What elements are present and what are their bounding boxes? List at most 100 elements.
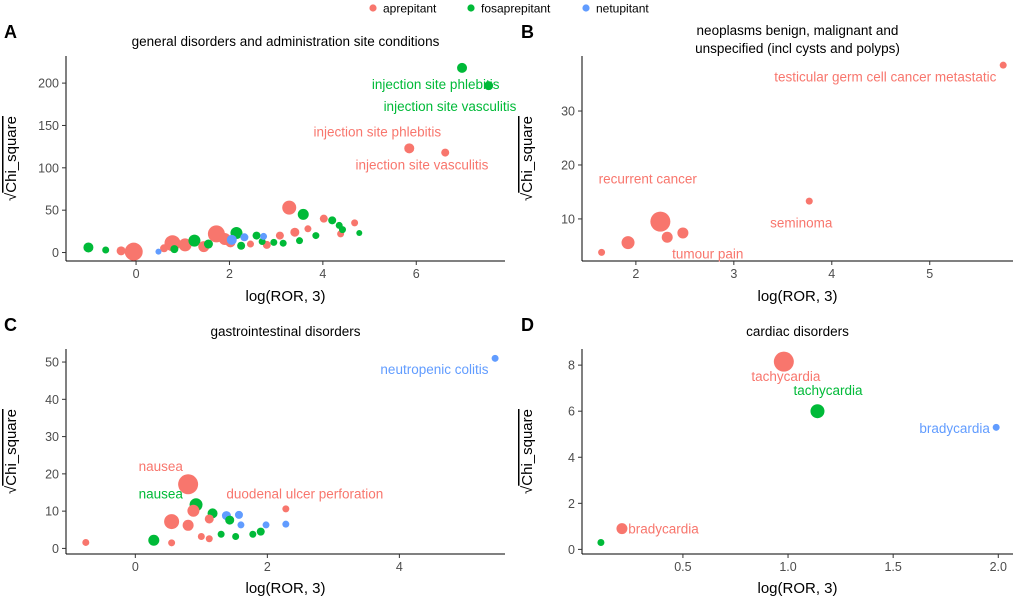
x-axis-label: log(ROR, 3) (245, 288, 325, 305)
point-label: neutropenic colitis (380, 362, 488, 377)
x-axis-label: log(ROR, 3) (757, 288, 837, 305)
data-point-fosaprepitant (249, 530, 257, 538)
point-label: duodenal ulcer perforation (226, 486, 383, 501)
data-point-fosaprepitant (237, 241, 246, 250)
data-point-fosaprepitant (252, 231, 261, 240)
y-tick-label: 200 (38, 77, 59, 91)
point-label: injection site vasculitis (356, 158, 489, 173)
data-point-aprepitant (204, 514, 214, 524)
data-point-fosaprepitant (256, 527, 265, 536)
data-point-aprepitant (621, 236, 635, 250)
point-label: testicular germ cell cancer metastatic (774, 69, 996, 84)
data-point-fosaprepitant (457, 62, 468, 73)
data-point-aprepitant (124, 242, 143, 261)
y-axis-label-text: Chi_square (3, 409, 20, 486)
y-axis-label-sqrt: √ (519, 485, 536, 494)
legend-label-fosaprepitant: fosaprepitant (481, 2, 551, 16)
data-point-aprepitant (616, 523, 628, 535)
y-tick-label: 20 (45, 467, 59, 481)
data-point-netupitant (234, 510, 243, 519)
x-tick-label: 2.0 (990, 560, 1007, 574)
data-point-netupitant (240, 233, 249, 242)
x-axis-label: log(ROR, 3) (757, 580, 837, 597)
data-point-fosaprepitant (279, 239, 287, 247)
point-label: nausea (139, 459, 184, 474)
y-tick-label: 0 (52, 246, 59, 260)
y-tick-label: 8 (568, 359, 575, 373)
panel-d: D cardiac disorders 0.5 1.0 1.5 2.0 0 2 4 6 8 log(… (519, 315, 1013, 597)
data-point-aprepitant (805, 197, 813, 205)
legend-swatch-fosaprepitant (467, 4, 475, 12)
data-point-netupitant (282, 520, 290, 528)
data-point-aprepitant (205, 535, 213, 543)
chart-title: cardiac disorders (746, 324, 849, 339)
y-axis-label: √Chi_square (3, 116, 20, 201)
data-point-fosaprepitant (83, 242, 94, 253)
data-point-aprepitant (197, 532, 205, 540)
data-point-fosaprepitant (148, 534, 160, 546)
point-label: bradycardia (919, 421, 990, 436)
point-label: recurrent cancer (599, 171, 698, 186)
x-tick-label: 2 (226, 267, 233, 281)
data-point-aprepitant (178, 474, 199, 495)
point-label: injection site vasculitis (384, 99, 517, 114)
y-tick-label: 30 (561, 105, 575, 119)
chart-title: neoplasms benign, malignant and (697, 23, 899, 38)
data-point-fosaprepitant (356, 230, 363, 237)
legend-label-netupitant: netupitant (596, 2, 649, 16)
data-point-aprepitant (999, 61, 1007, 69)
legend-swatch-aprepitant (369, 4, 377, 12)
data-point-aprepitant (319, 214, 328, 223)
x-tick-label: 6 (413, 267, 420, 281)
y-tick-label: 150 (38, 119, 59, 133)
data-point-fosaprepitant (217, 530, 225, 538)
x-tick-label: 2 (264, 560, 271, 574)
data-point-aprepitant (187, 504, 200, 517)
y-axis-label-sqrt: √ (3, 485, 20, 494)
chart-title: general disorders and administration sit… (132, 34, 440, 49)
x-tick-label: 4 (396, 560, 403, 574)
data-point-fosaprepitant (810, 404, 825, 419)
y-axis-label: √Chi_square (519, 409, 536, 494)
data-point-aprepitant (304, 225, 312, 233)
panel-letter: C (4, 315, 17, 335)
y-axis-label-text: Chi_square (519, 116, 536, 193)
y-tick-label: 2 (568, 497, 575, 511)
data-point-fosaprepitant (203, 239, 213, 249)
data-point-aprepitant (160, 244, 169, 253)
x-tick-label: 3 (730, 267, 737, 281)
data-point-fosaprepitant (232, 532, 240, 540)
y-axis-label-sqrt: √ (3, 192, 20, 201)
data-point-aprepitant (116, 246, 126, 256)
data-point-fosaprepitant (484, 81, 494, 91)
data-point-fosaprepitant (312, 232, 320, 240)
x-axis-label: log(ROR, 3) (245, 580, 325, 597)
x-tick-label: 0.5 (674, 560, 691, 574)
data-point-aprepitant (598, 248, 606, 256)
data-point-aprepitant (182, 519, 194, 531)
data-point-fosaprepitant (188, 234, 201, 247)
data-point-fosaprepitant (102, 246, 110, 254)
legend-swatch-netupitant (582, 4, 590, 12)
data-point-aprepitant (441, 148, 450, 157)
data-point-netupitant (491, 354, 499, 362)
y-tick-label: 6 (568, 405, 575, 419)
x-tick-label: 1.5 (884, 560, 901, 574)
panel-letter: B (521, 22, 534, 42)
data-point-aprepitant (246, 240, 254, 248)
data-point-netupitant (155, 248, 162, 255)
data-point-aprepitant (282, 200, 297, 215)
y-tick-label: 0 (568, 543, 575, 557)
data-point-aprepitant (773, 351, 794, 372)
x-tick-label: 4 (319, 267, 326, 281)
point-label: tachycardia (793, 383, 863, 398)
data-point-fosaprepitant (225, 515, 235, 525)
data-point-aprepitant (404, 143, 415, 154)
data-point-netupitant (226, 234, 237, 245)
point-label: seminoma (770, 216, 833, 231)
y-tick-label: 4 (568, 451, 575, 465)
data-point-aprepitant (82, 538, 90, 546)
